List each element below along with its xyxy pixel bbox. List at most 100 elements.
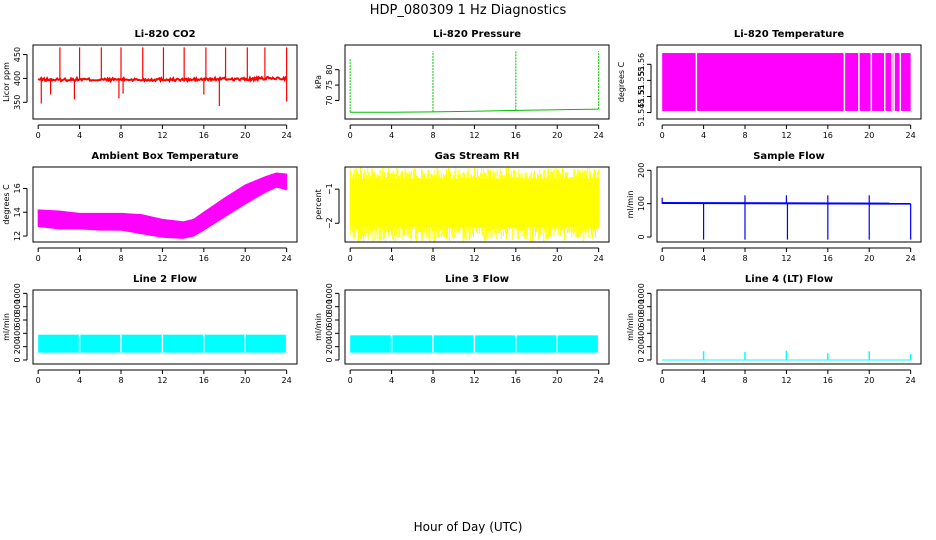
y-tick-label: 70 (325, 95, 334, 105)
panel-title: Line 2 Flow (133, 274, 197, 285)
x-tick-label: 12 (157, 376, 167, 385)
y-axis-label: degrees C (617, 61, 626, 102)
plot-area-licor_temp (662, 53, 911, 111)
x-tick-label: 0 (36, 254, 41, 263)
x-tick-label: 8 (118, 131, 123, 140)
x-axis-title: Hour of Day (UTC) (414, 520, 523, 534)
y-axis-label: ml/min (626, 191, 635, 219)
y-tick-label: 350 (13, 95, 22, 110)
y-tick-label: 12 (13, 231, 22, 241)
x-tick-label: 8 (742, 376, 747, 385)
y-axis-label: kPa (314, 75, 323, 89)
y-tick-label: 450 (13, 47, 22, 62)
y-tick-label: 80 (325, 65, 334, 75)
x-tick-label: 20 (552, 254, 562, 263)
chart-panel-line4_flow: Line 4 (LT) Flow 0 4 8 12 16 20 24 0 200400600800… (626, 274, 922, 385)
x-tick-label: 16 (823, 131, 833, 140)
x-tick-label: 4 (701, 254, 706, 263)
chart-panel-box_temp: Ambient Box Temperature 0 4 8 12 16 20 24 12 14 16… (2, 151, 298, 263)
x-tick-label: 4 (389, 254, 394, 263)
x-tick-label: 16 (823, 376, 833, 385)
y-axis-label: degrees C (2, 184, 11, 225)
y-tick-label: −2 (325, 217, 334, 229)
panel-title: Sample Flow (753, 151, 825, 162)
x-tick-label: 24 (594, 254, 604, 263)
x-tick-label: 4 (389, 376, 394, 385)
plot-area-box_temp (37, 172, 288, 239)
plot-area-rh (349, 167, 600, 242)
y-tick-label: 200 (637, 163, 646, 178)
y-tick-label: 51.55 (637, 85, 646, 108)
x-tick-label: 12 (781, 254, 791, 263)
x-tick-label: 16 (511, 254, 521, 263)
x-tick-label: 0 (348, 254, 353, 263)
x-tick-label: 24 (282, 131, 292, 140)
x-tick-label: 24 (906, 254, 916, 263)
y-tick-label: 1000 (13, 283, 22, 303)
x-tick-label: 12 (469, 376, 479, 385)
x-tick-label: 16 (199, 254, 209, 263)
x-tick-label: 24 (282, 254, 292, 263)
x-tick-label: 16 (511, 376, 521, 385)
x-tick-label: 20 (240, 376, 250, 385)
x-tick-label: 8 (430, 376, 435, 385)
x-tick-label: 12 (157, 131, 167, 140)
x-tick-label: 24 (594, 131, 604, 140)
plot-frame (656, 289, 922, 365)
y-tick-label: 51.545 (637, 99, 646, 127)
y-axis-label: ml/min (2, 313, 11, 341)
plot-frame (344, 44, 610, 120)
x-tick-label: 12 (157, 254, 167, 263)
x-tick-label: 8 (430, 254, 435, 263)
x-tick-label: 24 (906, 376, 916, 385)
y-tick-label: −1 (325, 183, 334, 195)
panel-title: Ambient Box Temperature (91, 151, 238, 162)
x-tick-label: 4 (701, 131, 706, 140)
x-tick-label: 0 (660, 131, 665, 140)
x-tick-label: 20 (240, 254, 250, 263)
y-axis-label: Licor ppm (2, 62, 11, 102)
x-tick-label: 16 (823, 254, 833, 263)
y-axis-label: percent (314, 189, 323, 220)
y-tick-label: 800 (637, 299, 646, 314)
x-tick-label: 16 (511, 131, 521, 140)
series-line (37, 74, 288, 84)
y-tick-label: 400 (637, 326, 646, 341)
x-tick-label: 4 (77, 376, 82, 385)
x-tick-label: 20 (552, 131, 562, 140)
y-axis-label: ml/min (626, 313, 635, 341)
y-tick-label: 600 (325, 312, 334, 327)
y-tick-label: 800 (13, 299, 22, 314)
temperature-envelope (37, 172, 288, 239)
x-tick-label: 0 (660, 254, 665, 263)
x-tick-label: 0 (660, 376, 665, 385)
x-tick-label: 12 (469, 131, 479, 140)
plot-frame (32, 166, 298, 243)
panel-title: Li-820 CO2 (134, 29, 195, 40)
plot-area-sample_flow (661, 195, 912, 240)
x-tick-label: 0 (36, 376, 41, 385)
panel-title: Li-820 Temperature (734, 29, 844, 40)
x-tick-label: 24 (906, 131, 916, 140)
x-tick-label: 16 (199, 131, 209, 140)
x-tick-label: 24 (594, 376, 604, 385)
x-tick-label: 0 (36, 131, 41, 140)
plot-area-co2 (37, 47, 288, 106)
y-tick-label: 0 (13, 357, 22, 362)
x-tick-label: 4 (77, 254, 82, 263)
panel-title: Gas Stream RH (435, 151, 520, 162)
y-tick-label: 600 (637, 312, 646, 327)
y-tick-label: 16 (13, 183, 22, 193)
x-tick-label: 20 (864, 254, 874, 263)
y-tick-label: 400 (13, 326, 22, 341)
x-tick-label: 0 (348, 131, 353, 140)
plot-area-pressure (349, 51, 600, 113)
x-tick-label: 0 (348, 376, 353, 385)
x-tick-label: 4 (389, 131, 394, 140)
figure-title: HDP_080309 1 Hz Diagnostics (370, 3, 567, 18)
chart-panel-sample_flow: Sample Flow 0 4 8 12 16 20 24 0 100 200 ml/min (626, 151, 922, 263)
